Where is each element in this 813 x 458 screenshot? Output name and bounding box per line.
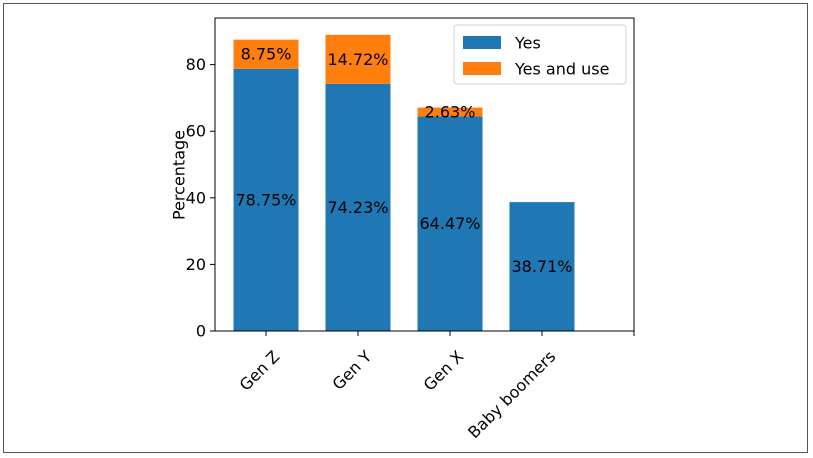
- bar-yes-gen-y: [325, 83, 391, 331]
- bar-value-label-yes-gen-y: 74.23%: [327, 198, 388, 217]
- bar-yes-and-use-gen-y: [325, 34, 391, 84]
- legend: Yes Yes and use: [453, 24, 627, 85]
- y-tick-label: 80: [186, 55, 206, 74]
- y-tick-label: 40: [186, 188, 206, 207]
- y-axis: 0 20 40 60 80: [186, 55, 215, 341]
- x-tick-label-gen-z: Gen Z: [236, 347, 284, 395]
- y-tick-label: 60: [186, 122, 206, 141]
- bar-yes-gen-x: [417, 116, 483, 331]
- bar-value-label-yes-and-use-gen-x: 2.63%: [425, 102, 476, 121]
- x-tick-label-baby-boomers: Baby boomers: [464, 347, 559, 442]
- legend-swatch-yes-and-use: [463, 62, 501, 75]
- bar-value-label-yes-and-use-gen-z: 8.75%: [241, 45, 292, 64]
- bar-yes-and-use-gen-x: [417, 107, 483, 117]
- bar-value-label-yes-and-use-gen-y: 14.72%: [327, 50, 388, 69]
- y-tick-label: 0: [196, 322, 206, 341]
- chart-frame: [3, 3, 808, 453]
- legend-label-yes-and-use: Yes and use: [514, 60, 609, 79]
- bar-labels-layer: 78.75% 8.75% 74.23% 14.72% 64.47% 2.63% 38.71%: [235, 45, 572, 276]
- plot-area-frame: [214, 17, 635, 332]
- bars-layer: [233, 34, 575, 331]
- x-tick-label-gen-y: Gen Y: [328, 347, 375, 394]
- y-axis-label: Percentage: [170, 130, 189, 220]
- bar-yes-and-use-gen-z: [233, 39, 299, 69]
- bar-value-label-yes-gen-x: 64.47%: [419, 214, 480, 233]
- legend-label-yes: Yes: [514, 34, 541, 53]
- legend-swatch-yes: [463, 36, 501, 49]
- bar-yes-baby-boomers: [509, 202, 575, 331]
- x-tick-label-gen-x: Gen X: [420, 347, 468, 395]
- bar-yes-gen-z: [233, 68, 299, 331]
- bar-value-label-yes-gen-z: 78.75%: [235, 190, 296, 209]
- bar-value-label-yes-baby-boomers: 38.71%: [511, 257, 572, 276]
- y-tick-label: 20: [186, 255, 206, 274]
